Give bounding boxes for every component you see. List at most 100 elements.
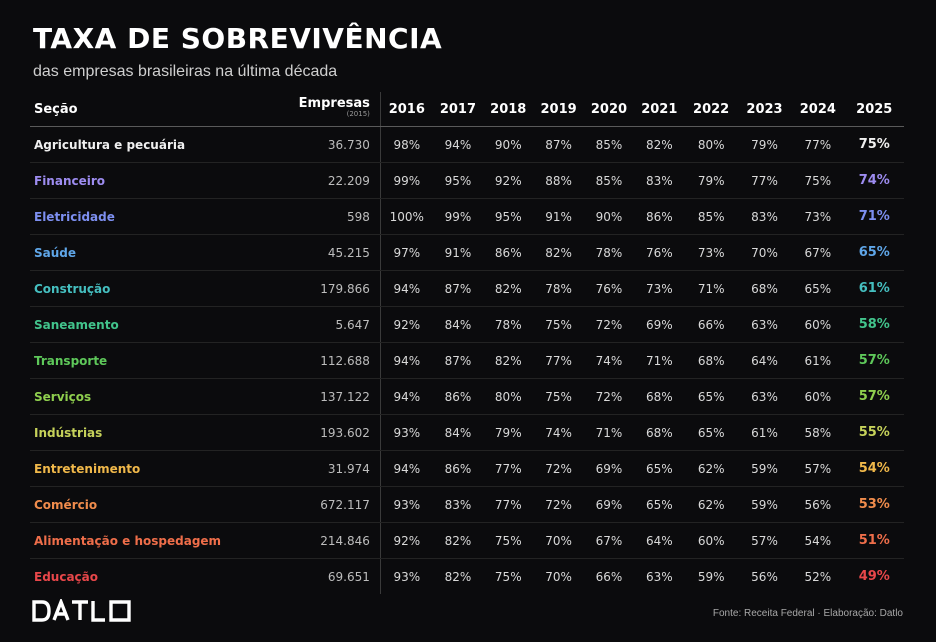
column-header-year: 2017 bbox=[432, 92, 484, 127]
survival-rate-cell: 72% bbox=[533, 486, 584, 523]
section-name-cell: Financeiro bbox=[30, 162, 276, 199]
survival-rate-cell: 69% bbox=[634, 306, 685, 343]
survival-rate-cell: 64% bbox=[737, 342, 792, 379]
survival-rate-cell: 56% bbox=[791, 486, 845, 523]
survival-rate-cell: 65% bbox=[634, 450, 685, 487]
survival-rate-cell: 69% bbox=[583, 450, 635, 487]
survival-rate-cell: 67% bbox=[791, 234, 845, 271]
survival-rate-cell: 94% bbox=[380, 378, 433, 415]
survival-rate-cell: 57% bbox=[791, 450, 845, 487]
survival-rate-final-cell: 49% bbox=[858, 569, 890, 584]
survival-rate-cell: 86% bbox=[432, 378, 484, 415]
survival-rate-cell: 67% bbox=[583, 522, 635, 559]
survival-rate-cell: 63% bbox=[645, 569, 673, 584]
survival-rate-cell: 84% bbox=[432, 414, 484, 451]
table-row: Saúde 45.215 97% 91% 86% 82% 78% 76% 73% 70% 67% 65… bbox=[30, 234, 904, 271]
survival-rate-cell: 93% bbox=[393, 569, 421, 584]
survival-rate-cell: 88% bbox=[533, 162, 584, 199]
companies-count-cell: 5.647 bbox=[275, 306, 381, 343]
column-header-year: 2016 bbox=[380, 92, 433, 127]
survival-rate-final-cell: 51% bbox=[844, 522, 904, 559]
survival-rate-cell: 99% bbox=[380, 162, 433, 199]
companies-count-cell: 179.866 bbox=[275, 270, 381, 307]
survival-rate-cell: 71% bbox=[684, 270, 738, 307]
survival-rate-cell: 75% bbox=[483, 522, 534, 559]
survival-rate-cell: 54% bbox=[791, 522, 845, 559]
survival-rate-cell: 91% bbox=[432, 234, 484, 271]
companies-count-cell: 137.122 bbox=[275, 378, 381, 415]
survival-rate-cell: 91% bbox=[533, 198, 584, 235]
survival-rate-cell: 86% bbox=[432, 450, 484, 487]
survival-rate-cell: 58% bbox=[791, 414, 845, 451]
section-name-cell: Saúde bbox=[30, 234, 276, 271]
survival-rate-cell: 60% bbox=[791, 306, 845, 343]
survival-rate-cell: 77% bbox=[483, 486, 534, 523]
survival-rate-cell: 75% bbox=[533, 306, 584, 343]
table-row: Agricultura e pecuária 36.730 98% 94% 90% 87%… bbox=[30, 126, 904, 163]
survival-rate-cell: 59% bbox=[737, 486, 792, 523]
table-row: Educação 69.651 93% 82% 75% 70% 66% 63% 59% 56% 52… bbox=[30, 558, 904, 594]
survival-rate-cell: 87% bbox=[432, 270, 484, 307]
survival-rate-final-cell: 74% bbox=[844, 162, 904, 199]
survival-rate-final-cell: 58% bbox=[844, 306, 904, 343]
companies-count-cell: 31.974 bbox=[275, 450, 381, 487]
survival-rate-cell: 94% bbox=[380, 450, 433, 487]
section-name-cell: Comércio bbox=[30, 486, 276, 523]
companies-count-cell: 214.846 bbox=[275, 522, 381, 559]
survival-rate-cell: 78% bbox=[533, 270, 584, 307]
survival-rate-cell: 85% bbox=[684, 198, 738, 235]
survival-rate-cell: 70% bbox=[545, 569, 572, 584]
column-header-year: 2023 bbox=[737, 92, 792, 127]
survival-rate-cell: 77% bbox=[483, 450, 534, 487]
survival-rate-final-cell: 57% bbox=[844, 342, 904, 379]
survival-rate-cell: 73% bbox=[634, 270, 685, 307]
survival-rate-cell: 65% bbox=[684, 414, 738, 451]
survival-rate-cell: 90% bbox=[483, 126, 534, 163]
section-name-cell: Educação bbox=[34, 569, 98, 584]
survival-rate-cell: 72% bbox=[583, 306, 635, 343]
survival-rate-cell: 79% bbox=[483, 414, 534, 451]
companies-count-cell: 193.602 bbox=[275, 414, 381, 451]
survival-rate-cell: 83% bbox=[737, 198, 792, 235]
survival-rate-final-cell: 55% bbox=[844, 414, 904, 451]
table-row: Serviços 137.122 94% 86% 80% 75% 72% 68% 65% 63% 6… bbox=[30, 378, 904, 415]
survival-rate-cell: 76% bbox=[634, 234, 685, 271]
page-title: TAXA DE SOBREVIVÊNCIA bbox=[33, 22, 443, 55]
companies-count-cell: 45.215 bbox=[275, 234, 381, 271]
survival-rate-cell: 93% bbox=[380, 486, 433, 523]
survival-rate-cell: 82% bbox=[533, 234, 584, 271]
survival-rate-cell: 87% bbox=[432, 342, 484, 379]
survival-rate-final-cell: 54% bbox=[844, 450, 904, 487]
companies-count-cell: 69.651 bbox=[275, 558, 381, 594]
survival-rate-cell: 95% bbox=[483, 198, 534, 235]
survival-rate-cell: 74% bbox=[533, 414, 584, 451]
column-header-section: Seção bbox=[30, 92, 276, 127]
table-row: Indústrias 193.602 93% 84% 79% 74% 71% 68% 65% 61… bbox=[30, 414, 904, 451]
survival-rate-cell: 63% bbox=[737, 306, 792, 343]
section-name-cell: Serviços bbox=[30, 378, 276, 415]
companies-count-cell: 112.688 bbox=[275, 342, 381, 379]
table-row: Saneamento 5.647 92% 84% 78% 75% 72% 69% 66% 63% 6… bbox=[30, 306, 904, 343]
survival-rate-cell: 71% bbox=[583, 414, 635, 451]
survival-rate-cell: 60% bbox=[684, 522, 738, 559]
survival-rate-cell: 94% bbox=[432, 126, 484, 163]
survival-rate-cell: 93% bbox=[380, 414, 433, 451]
survival-rate-cell: 86% bbox=[634, 198, 685, 235]
survival-rate-cell: 69% bbox=[583, 486, 635, 523]
survival-rate-cell: 92% bbox=[483, 162, 534, 199]
table-header-row: Seção Empresas (2015) 2016 2017 2018 201… bbox=[30, 92, 904, 127]
survival-rate-cell: 82% bbox=[634, 126, 685, 163]
survival-rate-cell: 73% bbox=[684, 234, 738, 271]
survival-rate-cell: 76% bbox=[583, 270, 635, 307]
table-row: Eletricidade 598 100% 99% 95% 91% 90% 86% 85% 83%… bbox=[30, 198, 904, 235]
survival-rate-cell: 66% bbox=[684, 306, 738, 343]
source-note: Fonte: Receita Federal · Elaboração: Dat… bbox=[712, 608, 903, 619]
survival-rate-cell: 71% bbox=[634, 342, 685, 379]
survival-rate-cell: 74% bbox=[583, 342, 635, 379]
section-name-cell: Saneamento bbox=[30, 306, 276, 343]
survival-rate-cell: 57% bbox=[737, 522, 792, 559]
section-name-cell: Alimentação e hospedagem bbox=[30, 522, 276, 559]
survival-rate-cell: 77% bbox=[791, 126, 845, 163]
survival-rate-final-cell: 53% bbox=[844, 486, 904, 523]
survival-rate-cell: 56% bbox=[751, 569, 778, 584]
